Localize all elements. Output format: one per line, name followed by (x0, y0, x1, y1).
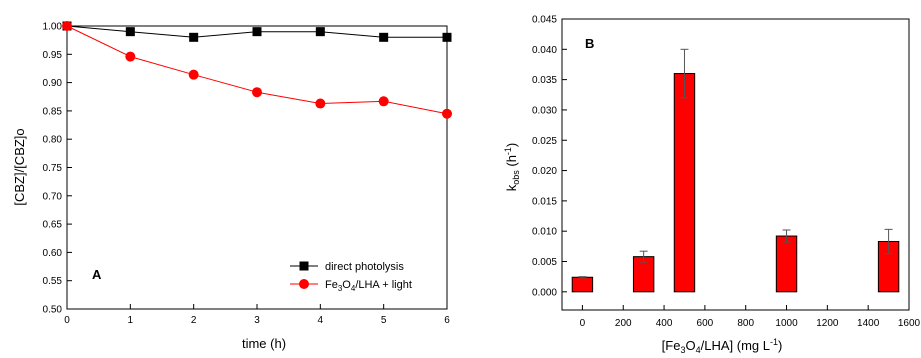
panel-b-y-axis-label: kobs (h-1) (503, 143, 521, 192)
data-point-square (125, 27, 135, 37)
legend-marker-square (299, 261, 309, 271)
x-tick-label: 5 (381, 315, 387, 326)
panel-b-x-axis: 0 200 400 600 800 1000 1200 1400 1600 (580, 305, 921, 329)
y-tick-label: 1.00 (43, 22, 63, 33)
x-tick-label: 1400 (857, 318, 880, 329)
data-point-circle (378, 96, 389, 107)
bar (775, 235, 798, 293)
y-tick-label: 0.005 (532, 257, 557, 268)
x-tick-label: 1600 (898, 318, 921, 329)
panel-a-x-axis-label: time (h) (242, 336, 286, 351)
x-tick-label: 1000 (775, 318, 798, 329)
x-tick-label: 200 (615, 318, 632, 329)
y-tick-label: 0.025 (532, 136, 557, 147)
x-tick-label: 800 (737, 318, 754, 329)
y-tick-label: 0.95 (43, 50, 63, 61)
y-tick-label: 0.040 (532, 45, 557, 56)
panel-a-x-axis: 0 1 2 3 4 5 6 (64, 304, 450, 326)
panel-a-line-chart: 0.50 0.55 0.60 0.65 0.70 0.75 0.80 0.85 0.90 0.95… (12, 21, 452, 351)
data-point-square (379, 32, 389, 42)
data-point-square (442, 32, 452, 42)
data-point-square (189, 32, 199, 42)
panel-b-label: B (585, 36, 594, 51)
data-point-circle (125, 51, 136, 62)
data-point-square (315, 27, 325, 37)
panel-a-y-axis: 0.50 0.55 0.60 0.65 0.70 0.75 0.80 0.85 0.90 0.95… (43, 22, 72, 316)
legend-label-direct-photolysis: direct photolysis (325, 261, 404, 273)
panel-b-plot-frame (561, 18, 910, 311)
panel-b-y-axis: 0.000 0.005 0.010 0.015 0.020 0.025 0.030 0.035… (532, 15, 567, 298)
data-point-circle (188, 69, 199, 80)
bar (571, 276, 594, 293)
x-tick-label: 600 (697, 318, 714, 329)
y-tick-label: 0.030 (532, 105, 557, 116)
x-tick-label: 2 (191, 315, 197, 326)
panel-a-label: A (92, 267, 102, 282)
panel-b-bar-chart: 0.000 0.005 0.010 0.015 0.020 0.025 0.030 0.035… (503, 15, 921, 356)
y-tick-label: 0.000 (532, 287, 557, 298)
series-line-1 (66, 25, 448, 115)
y-tick-label: 0.55 (43, 276, 63, 287)
legend-marker-circle (299, 279, 309, 289)
data-point-square (252, 27, 262, 37)
y-tick-label: 0.90 (43, 78, 63, 89)
panel-a-series (62, 21, 452, 119)
data-point-circle (442, 108, 452, 119)
y-tick-label: 0.020 (532, 166, 557, 177)
y-tick-label: 0.70 (43, 191, 63, 202)
panel-b-bars (571, 48, 900, 293)
y-tick-label: 0.045 (532, 15, 557, 26)
x-tick-label: 0 (580, 318, 586, 329)
data-point-circle (252, 87, 262, 98)
y-tick-label: 0.035 (532, 75, 557, 86)
y-tick-label: 0.85 (43, 106, 63, 117)
y-tick-label: 0.015 (532, 196, 557, 207)
panel-a-y-axis-label: [CBZ]/[CBZ]o (12, 128, 27, 205)
bar (673, 73, 696, 293)
x-tick-label: 1 (128, 315, 134, 326)
x-tick-label: 400 (656, 318, 673, 329)
y-tick-label: 0.75 (43, 163, 63, 174)
data-point-circle (62, 21, 72, 31)
x-tick-label: 1200 (816, 318, 839, 329)
legend-label-fe3o4-lha-light: Fe3O4/LHA + light (325, 279, 412, 293)
x-tick-label: 4 (318, 315, 324, 326)
y-tick-label: 0.010 (532, 227, 557, 238)
y-tick-label: 0.65 (43, 220, 63, 231)
y-tick-label: 0.60 (43, 248, 63, 259)
x-tick-label: 6 (444, 315, 450, 326)
y-tick-label: 0.80 (43, 135, 63, 146)
x-tick-label: 3 (254, 315, 260, 326)
data-point-circle (315, 98, 326, 109)
panel-a-legend: direct photolysis Fe3O4/LHA + light (290, 261, 412, 293)
y-tick-label: 0.50 (43, 305, 63, 316)
panel-b-x-axis-label: [Fe3O4/LHA] (mg L-1) (662, 337, 783, 355)
x-tick-label: 0 (64, 315, 70, 326)
